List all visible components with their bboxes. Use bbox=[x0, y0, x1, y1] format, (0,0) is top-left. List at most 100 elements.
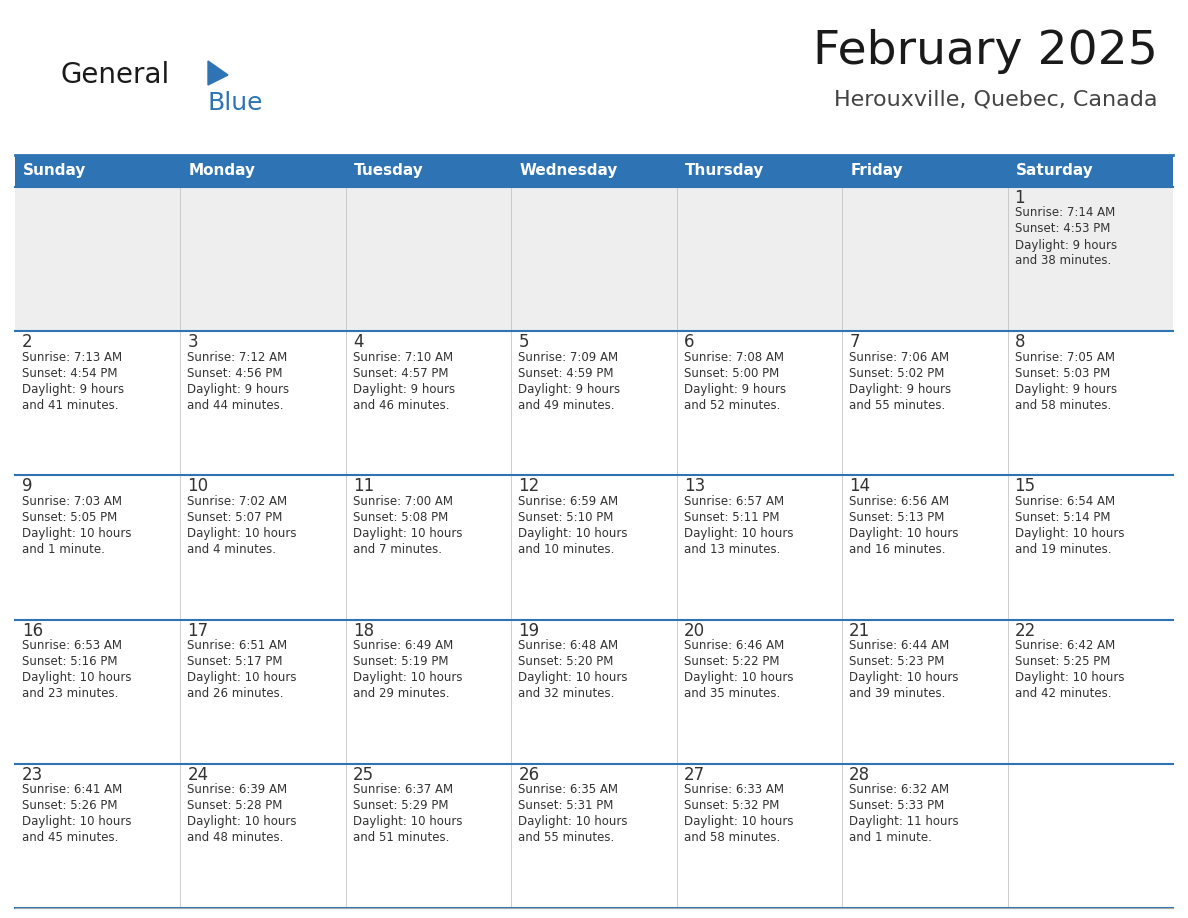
Text: Sunset: 5:13 PM: Sunset: 5:13 PM bbox=[849, 511, 944, 524]
Text: Sunrise: 7:06 AM: Sunrise: 7:06 AM bbox=[849, 351, 949, 364]
Text: Sunset: 4:59 PM: Sunset: 4:59 PM bbox=[518, 366, 614, 380]
Text: Daylight: 10 hours: Daylight: 10 hours bbox=[188, 527, 297, 540]
Bar bbox=[346, 764, 511, 908]
Text: and 38 minutes.: and 38 minutes. bbox=[1015, 254, 1111, 267]
Text: 5: 5 bbox=[518, 333, 529, 352]
Bar bbox=[677, 620, 842, 764]
Text: and 19 minutes.: and 19 minutes. bbox=[1015, 543, 1111, 556]
Text: Tuesday: Tuesday bbox=[354, 163, 424, 178]
Text: and 32 minutes.: and 32 minutes. bbox=[518, 687, 614, 700]
Text: 22: 22 bbox=[1015, 621, 1036, 640]
Text: Daylight: 10 hours: Daylight: 10 hours bbox=[518, 671, 627, 684]
Bar bbox=[511, 476, 677, 620]
Text: Sunset: 5:23 PM: Sunset: 5:23 PM bbox=[849, 655, 944, 668]
Text: Sunrise: 6:42 AM: Sunrise: 6:42 AM bbox=[1015, 639, 1114, 652]
Text: Sunrise: 6:32 AM: Sunrise: 6:32 AM bbox=[849, 783, 949, 796]
Text: and 58 minutes.: and 58 minutes. bbox=[1015, 398, 1111, 411]
Text: 15: 15 bbox=[1015, 477, 1036, 496]
Text: 2: 2 bbox=[23, 333, 32, 352]
Text: Sunset: 4:57 PM: Sunset: 4:57 PM bbox=[353, 366, 448, 380]
Bar bbox=[181, 187, 346, 331]
Text: Sunrise: 7:14 AM: Sunrise: 7:14 AM bbox=[1015, 207, 1114, 219]
Text: and 16 minutes.: and 16 minutes. bbox=[849, 543, 946, 556]
Text: Sunset: 5:28 PM: Sunset: 5:28 PM bbox=[188, 800, 283, 812]
Text: Sunrise: 7:10 AM: Sunrise: 7:10 AM bbox=[353, 351, 453, 364]
Bar bbox=[15, 620, 181, 764]
Text: General: General bbox=[61, 61, 169, 89]
Text: Sunset: 5:19 PM: Sunset: 5:19 PM bbox=[353, 655, 448, 668]
Text: Monday: Monday bbox=[189, 163, 255, 178]
Text: and 45 minutes.: and 45 minutes. bbox=[23, 832, 119, 845]
Text: Sunrise: 7:03 AM: Sunrise: 7:03 AM bbox=[23, 495, 122, 508]
Text: and 55 minutes.: and 55 minutes. bbox=[518, 832, 614, 845]
Text: and 48 minutes.: and 48 minutes. bbox=[188, 832, 284, 845]
Text: 9: 9 bbox=[23, 477, 32, 496]
Bar bbox=[511, 620, 677, 764]
Text: Sunset: 5:07 PM: Sunset: 5:07 PM bbox=[188, 511, 283, 524]
Bar bbox=[15, 764, 181, 908]
Bar bbox=[15, 155, 1173, 187]
Text: Sunrise: 7:08 AM: Sunrise: 7:08 AM bbox=[684, 351, 784, 364]
Text: 17: 17 bbox=[188, 621, 209, 640]
Bar bbox=[15, 476, 181, 620]
Text: Sunset: 5:14 PM: Sunset: 5:14 PM bbox=[1015, 511, 1110, 524]
Text: and 44 minutes.: and 44 minutes. bbox=[188, 398, 284, 411]
Polygon shape bbox=[208, 61, 228, 85]
Bar bbox=[677, 187, 842, 331]
Text: and 13 minutes.: and 13 minutes. bbox=[684, 543, 781, 556]
Text: Sunset: 5:08 PM: Sunset: 5:08 PM bbox=[353, 511, 448, 524]
Bar bbox=[842, 331, 1007, 476]
Text: Daylight: 10 hours: Daylight: 10 hours bbox=[849, 527, 959, 540]
Bar bbox=[1007, 187, 1173, 331]
Text: and 1 minute.: and 1 minute. bbox=[849, 832, 933, 845]
Text: Sunrise: 7:00 AM: Sunrise: 7:00 AM bbox=[353, 495, 453, 508]
Bar bbox=[677, 764, 842, 908]
Text: and 35 minutes.: and 35 minutes. bbox=[684, 687, 781, 700]
Text: February 2025: February 2025 bbox=[813, 29, 1158, 74]
Bar bbox=[346, 331, 511, 476]
Text: 24: 24 bbox=[188, 766, 209, 784]
Text: and 7 minutes.: and 7 minutes. bbox=[353, 543, 442, 556]
Text: 7: 7 bbox=[849, 333, 860, 352]
Text: Sunset: 5:17 PM: Sunset: 5:17 PM bbox=[188, 655, 283, 668]
Text: Daylight: 10 hours: Daylight: 10 hours bbox=[23, 527, 132, 540]
Text: Blue: Blue bbox=[208, 91, 264, 115]
Text: and 23 minutes.: and 23 minutes. bbox=[23, 687, 119, 700]
Text: Sunrise: 7:09 AM: Sunrise: 7:09 AM bbox=[518, 351, 619, 364]
Text: and 52 minutes.: and 52 minutes. bbox=[684, 398, 781, 411]
Text: Sunrise: 6:37 AM: Sunrise: 6:37 AM bbox=[353, 783, 453, 796]
Text: Daylight: 10 hours: Daylight: 10 hours bbox=[188, 815, 297, 828]
Text: Daylight: 9 hours: Daylight: 9 hours bbox=[849, 383, 952, 396]
Text: Sunset: 5:26 PM: Sunset: 5:26 PM bbox=[23, 800, 118, 812]
Text: 19: 19 bbox=[518, 621, 539, 640]
Text: Sunrise: 6:46 AM: Sunrise: 6:46 AM bbox=[684, 639, 784, 652]
Text: Sunrise: 6:53 AM: Sunrise: 6:53 AM bbox=[23, 639, 122, 652]
Text: 18: 18 bbox=[353, 621, 374, 640]
Text: 3: 3 bbox=[188, 333, 198, 352]
Text: Daylight: 10 hours: Daylight: 10 hours bbox=[23, 671, 132, 684]
Text: Sunrise: 7:12 AM: Sunrise: 7:12 AM bbox=[188, 351, 287, 364]
Bar bbox=[15, 331, 181, 476]
Text: and 58 minutes.: and 58 minutes. bbox=[684, 832, 781, 845]
Text: Sunrise: 7:05 AM: Sunrise: 7:05 AM bbox=[1015, 351, 1114, 364]
Text: Daylight: 9 hours: Daylight: 9 hours bbox=[23, 383, 124, 396]
Text: Saturday: Saturday bbox=[1016, 163, 1093, 178]
Text: Daylight: 9 hours: Daylight: 9 hours bbox=[518, 383, 620, 396]
Text: 6: 6 bbox=[684, 333, 694, 352]
Bar bbox=[842, 187, 1007, 331]
Text: 26: 26 bbox=[518, 766, 539, 784]
Bar bbox=[181, 764, 346, 908]
Bar bbox=[181, 476, 346, 620]
Text: 23: 23 bbox=[23, 766, 43, 784]
Text: Sunrise: 7:13 AM: Sunrise: 7:13 AM bbox=[23, 351, 122, 364]
Text: Sunset: 5:29 PM: Sunset: 5:29 PM bbox=[353, 800, 448, 812]
Text: Daylight: 10 hours: Daylight: 10 hours bbox=[1015, 671, 1124, 684]
Text: Friday: Friday bbox=[851, 163, 903, 178]
Text: Sunset: 5:22 PM: Sunset: 5:22 PM bbox=[684, 655, 779, 668]
Text: Daylight: 10 hours: Daylight: 10 hours bbox=[1015, 527, 1124, 540]
Text: Daylight: 9 hours: Daylight: 9 hours bbox=[1015, 239, 1117, 252]
Text: Daylight: 10 hours: Daylight: 10 hours bbox=[188, 671, 297, 684]
Text: 25: 25 bbox=[353, 766, 374, 784]
Bar bbox=[346, 476, 511, 620]
Text: Daylight: 9 hours: Daylight: 9 hours bbox=[1015, 383, 1117, 396]
